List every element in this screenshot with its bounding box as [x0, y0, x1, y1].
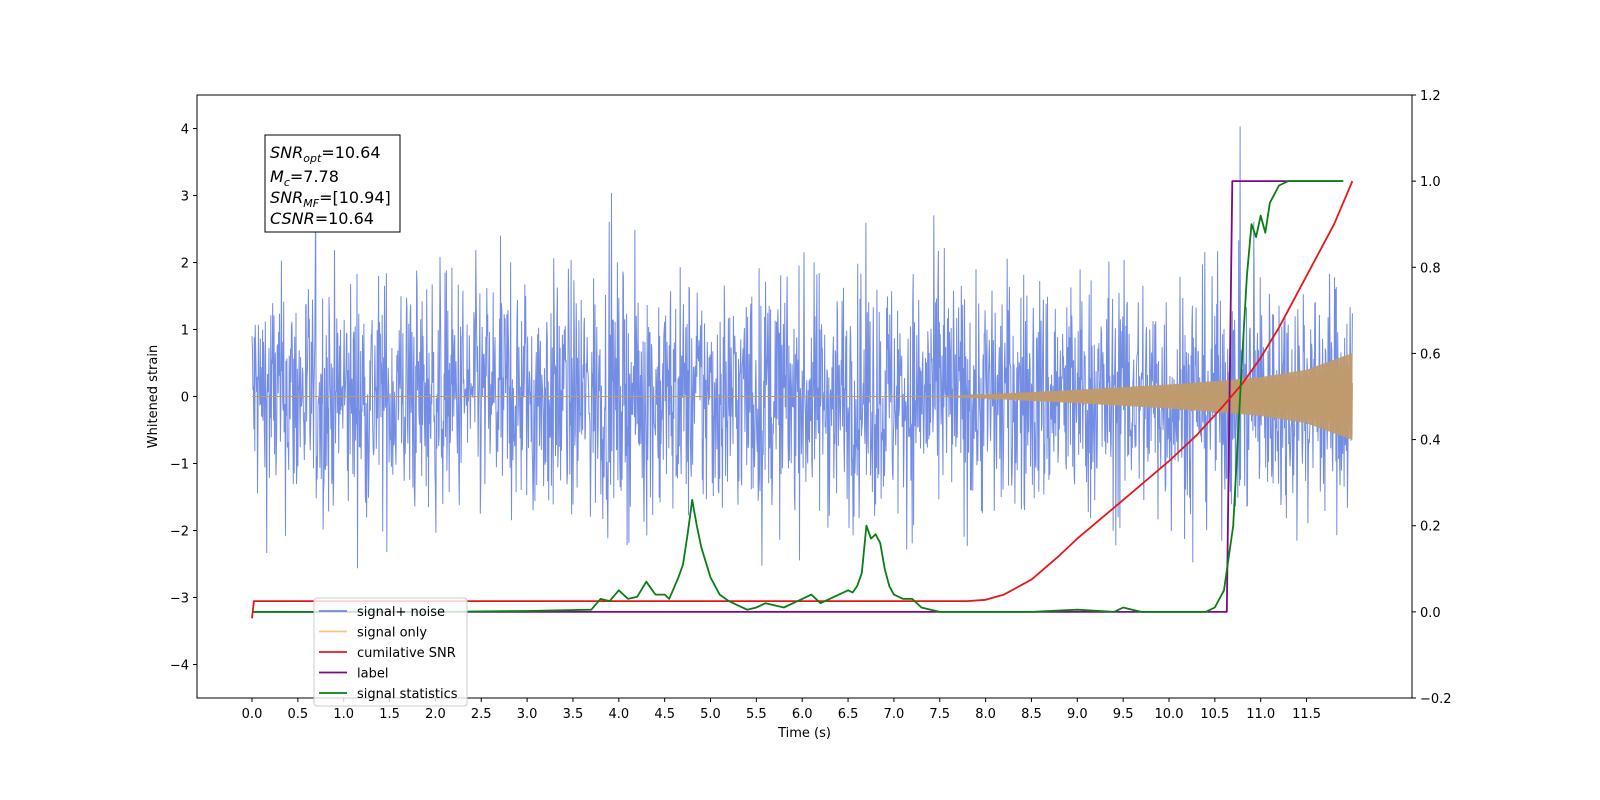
x-axis: 0.0 0.5 1.0 1.5 2.0 2.5 3.0 3.5 4.0 4.5 5.0 5.5 6.0 6…: [242, 698, 1321, 722]
x-tick-label: 9.5: [1113, 707, 1134, 722]
y-left-tick-label: 1: [181, 324, 189, 339]
legend-label: cumilative SNR: [357, 646, 456, 661]
legend-label: signal statistics: [357, 687, 458, 702]
x-axis-label: Time (s): [777, 726, 831, 741]
y-left-tick-label: 3: [181, 190, 189, 205]
x-tick-label: 10.0: [1155, 707, 1184, 722]
series-signal-only-envelope: [939, 352, 1353, 440]
series-cumulative-snr: [251, 180, 1354, 619]
x-tick-label: 5.5: [746, 707, 767, 722]
y-left-tick-label: 4: [181, 123, 189, 138]
y-right-tick-label: −0.2: [1420, 692, 1452, 707]
annotation-mc: Mc=7.78: [270, 167, 339, 189]
x-tick-label: 11.0: [1246, 707, 1275, 722]
x-tick-label: 7.0: [884, 707, 905, 722]
x-tick-label: 1.5: [379, 707, 400, 722]
x-tick-label: 8.0: [975, 707, 996, 722]
y-axis-left: −4 −3 −2 −1 0 1 2 3 4: [170, 123, 197, 674]
annotation-csnr: CSNR=10.64: [270, 209, 374, 228]
x-tick-label: 2.5: [471, 707, 492, 722]
y-right-tick-label: 0.8: [1420, 261, 1441, 276]
x-tick-label: 0.0: [242, 707, 263, 722]
annotation-snr-opt: SNRopt=10.64: [270, 143, 381, 165]
x-tick-label: 5.0: [700, 707, 721, 722]
y-left-tick-label: 2: [181, 257, 189, 272]
x-tick-label: 10.5: [1200, 707, 1229, 722]
legend-label: signal+ noise: [357, 605, 445, 620]
x-tick-label: 4.0: [608, 707, 629, 722]
x-tick-label: 4.5: [654, 707, 675, 722]
y-right-tick-label: 0.2: [1420, 520, 1441, 535]
series-signal-statistics: [252, 180, 1344, 613]
y-right-tick-label: 1.2: [1420, 89, 1441, 104]
y-right-tick-label: 0.4: [1420, 434, 1441, 449]
annotation-frame: [264, 134, 401, 233]
x-tick-label: 3.0: [517, 707, 538, 722]
y-right-tick-label: 0.6: [1420, 347, 1441, 362]
y-right-tick-label: 1.0: [1420, 175, 1441, 190]
x-tick-label: 8.5: [1021, 707, 1042, 722]
x-tick-label: 9.0: [1067, 707, 1088, 722]
series-signal-noise: [251, 126, 1353, 569]
y-left-tick-label: −3: [170, 592, 189, 607]
y-left-tick-label: −4: [170, 659, 189, 674]
y-axis-right: −0.2 0.0 0.2 0.4 0.6 0.8 1.0 1.2: [1412, 89, 1452, 707]
series-signal-only: [252, 356, 1353, 438]
x-tick-label: 11.5: [1292, 707, 1321, 722]
legend-label: signal only: [357, 626, 427, 641]
legend-frame: [313, 597, 468, 707]
legend: signal+ noise signal only cumilative SNR la…: [313, 597, 468, 707]
plot-area: [251, 126, 1354, 619]
x-tick-label: 6.0: [792, 707, 813, 722]
x-tick-label: 7.5: [929, 707, 950, 722]
x-tick-label: 3.5: [563, 707, 584, 722]
y-axis-left-label: Whitened strain: [146, 345, 161, 448]
y-left-tick-label: −1: [170, 458, 189, 473]
x-tick-label: 6.5: [838, 707, 859, 722]
stats-annotation-box: SNRopt=10.64Mc=7.78SNRMF=[10.94]CSNR=10.…: [264, 134, 401, 233]
y-left-tick-label: 0: [181, 391, 189, 406]
y-right-tick-label: 0.0: [1420, 606, 1441, 621]
x-tick-label: 2.0: [425, 707, 446, 722]
legend-label: label: [357, 667, 388, 682]
x-tick-label: 0.5: [288, 707, 309, 722]
annotation-snr-mf: SNRMF=[10.94]: [270, 188, 391, 210]
x-tick-label: 1.0: [333, 707, 354, 722]
y-left-tick-label: −2: [170, 525, 189, 540]
